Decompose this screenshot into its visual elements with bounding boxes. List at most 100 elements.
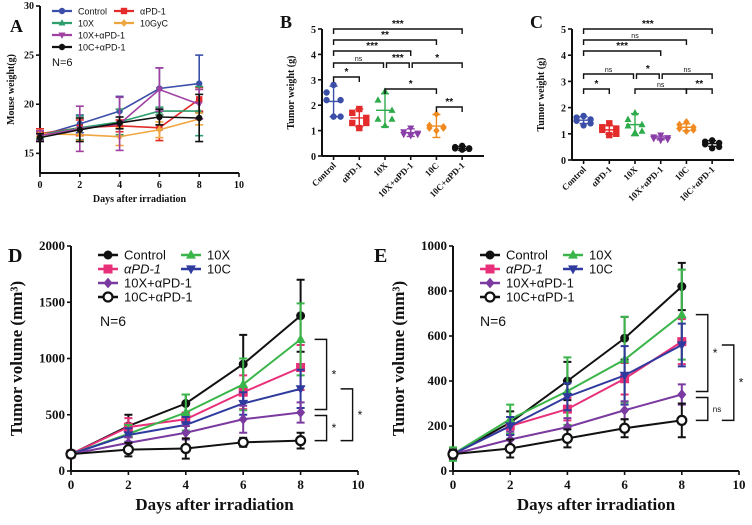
bracket xyxy=(314,338,328,411)
legend-label: 10X+αPD-1 xyxy=(506,276,574,291)
group-αPD-1 xyxy=(349,105,370,132)
y-tick-label: 3 xyxy=(561,77,566,88)
data-point xyxy=(676,124,683,133)
x-tick-label: 2 xyxy=(125,477,132,492)
data-point xyxy=(238,399,249,409)
n-annotation: N=6 xyxy=(100,313,126,329)
legend-marker xyxy=(485,277,495,289)
data-point xyxy=(155,86,163,94)
data-point xyxy=(330,81,337,89)
x-tick-label: 6 xyxy=(621,477,628,492)
bracket xyxy=(635,73,660,79)
legend-label: 10X xyxy=(589,248,612,263)
data-point xyxy=(573,117,580,124)
y-axis-label: Tumor weight (g) xyxy=(536,58,547,132)
legend-marker xyxy=(186,265,196,275)
legend-item: 10X xyxy=(563,248,612,263)
bracket xyxy=(582,88,610,94)
data-point xyxy=(624,122,632,129)
data-point xyxy=(337,113,344,120)
data-point xyxy=(65,448,77,460)
significance-label: ns xyxy=(683,67,691,74)
data-point xyxy=(295,435,307,447)
y-tick-label: 500 xyxy=(46,407,66,422)
series-10X+αPD-1 xyxy=(36,67,204,153)
data-point xyxy=(619,371,630,381)
x-axis-label: Days after irradiation xyxy=(517,495,676,514)
legend-marker xyxy=(120,19,128,27)
data-point xyxy=(606,120,613,127)
y-tick-label: 4 xyxy=(561,51,566,62)
legend-marker xyxy=(186,249,196,259)
legend: Control αPD-1 10X 10GyC 10X+αPD-1 10C+αPD-1 xyxy=(52,6,169,52)
legend-marker xyxy=(102,291,114,303)
significance-label: ns xyxy=(713,405,721,414)
data-point xyxy=(638,127,646,134)
panel-B: B 0 1 2 3 4 5 Tumor weight (g) Control αPD-1 10X 10… xyxy=(280,12,484,199)
legend-label: 10C+αPD-1 xyxy=(506,290,575,305)
legend-item: 10X xyxy=(181,248,230,263)
bracket xyxy=(411,62,463,68)
legend-item: Control xyxy=(480,248,548,263)
data-point xyxy=(613,125,620,132)
data-point xyxy=(433,110,440,118)
data-point xyxy=(613,130,620,137)
legend-label: αPD-1 xyxy=(140,6,166,16)
panel-D: D 0 500 1000 1500 2000 0 2 4 6 8 10 Days after irrad… xyxy=(7,238,365,514)
data-point xyxy=(440,124,447,132)
y-tick-label: 2 xyxy=(561,104,566,115)
panel-label: E xyxy=(374,245,387,267)
data-point xyxy=(238,378,249,388)
x-tick-label: 2 xyxy=(77,180,82,191)
data-point xyxy=(374,115,382,122)
x-tick-label: 10 xyxy=(733,477,746,492)
data-point xyxy=(381,121,389,129)
y-axis-label: Tumor volume (mm³) xyxy=(389,281,408,436)
legend-item: 10X+αPD-1 xyxy=(480,276,574,291)
legend-marker xyxy=(484,291,496,303)
legend-item: Control xyxy=(98,248,166,263)
bracket xyxy=(582,28,713,34)
legend-marker xyxy=(485,250,495,260)
data-point xyxy=(676,120,683,129)
legend-label: 10C xyxy=(207,262,231,277)
legend-item: 10C xyxy=(181,262,231,277)
data-point xyxy=(180,442,192,455)
data-point xyxy=(237,436,249,448)
x-tick-label: 0 xyxy=(450,477,457,492)
data-point xyxy=(676,414,688,426)
significance-label: * xyxy=(344,67,348,78)
x-tick-label: 0 xyxy=(68,477,75,492)
significance-label: * xyxy=(646,64,650,75)
group-Control xyxy=(323,81,344,120)
data-point xyxy=(657,132,665,139)
y-tick-label: 1000 xyxy=(421,238,447,253)
data-point xyxy=(580,122,587,129)
x-tick-label: 0 xyxy=(38,180,43,191)
n-annotation: N=6 xyxy=(52,57,73,69)
x-tick-label: αPD-1 xyxy=(339,160,364,185)
legend-item: 10C xyxy=(563,262,613,277)
data-point xyxy=(580,112,587,120)
y-tick-label: 0 xyxy=(311,152,316,163)
panel-C: C 0 1 2 3 4 5 Tumor weight (g) Control αPD-1 10X 10… xyxy=(530,12,734,203)
data-point xyxy=(587,120,594,127)
legend-item: 10X xyxy=(52,18,94,28)
y-tick-label: 25 xyxy=(24,50,34,61)
y-tick-label: 400 xyxy=(428,373,448,388)
series-10C+αPD-1 xyxy=(447,402,688,460)
data-point xyxy=(295,385,306,395)
data-point xyxy=(407,133,415,140)
group-10C xyxy=(676,118,697,136)
legend-marker xyxy=(103,250,113,260)
legend-marker xyxy=(103,264,113,274)
y-tick-label: 1 xyxy=(561,130,566,141)
y-tick-label: 1 xyxy=(311,127,316,138)
data-point xyxy=(715,143,723,151)
data-point xyxy=(562,421,572,433)
data-point xyxy=(465,145,473,153)
legend-label: 10C+αPD-1 xyxy=(124,290,193,305)
legend-item: 10C+αPD-1 xyxy=(480,290,575,305)
